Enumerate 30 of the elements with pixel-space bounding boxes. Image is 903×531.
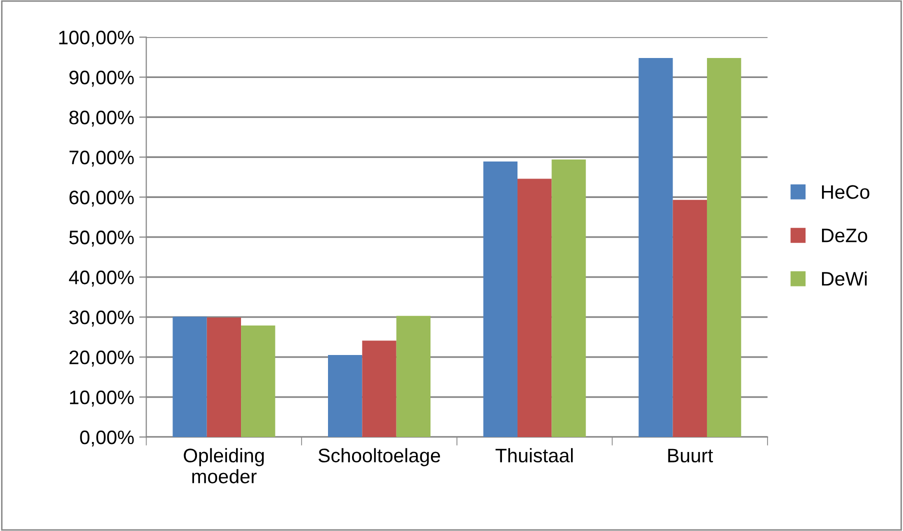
y-tick-label: 60,00% [70, 190, 134, 207]
bar [672, 200, 707, 438]
bar [638, 58, 673, 438]
x-tick-label: Buurt [668, 448, 713, 462]
legend-label: DeZo [822, 228, 868, 242]
bar [362, 340, 396, 438]
bar [206, 317, 242, 438]
y-tick-label: 30,00% [69, 310, 134, 327]
y-tick-label: 10,00% [70, 390, 134, 407]
bar [396, 316, 431, 438]
y-tick-label: 0,00% [80, 430, 134, 447]
bar [241, 325, 276, 438]
x-tick-label: Thuistaal [496, 448, 573, 462]
legend-label: HeCo [822, 185, 870, 199]
x-tick-label: Schooltoelage [318, 448, 440, 466]
y-tick-label: 20,00% [70, 350, 134, 367]
y-tick-label: 90,00% [69, 70, 134, 87]
y-tick-label: 80,00% [69, 110, 134, 127]
bar [172, 316, 207, 438]
legend-label: DeWi [822, 271, 867, 286]
bar [483, 162, 518, 438]
bar [517, 178, 552, 438]
y-tick-label: 100,00% [59, 30, 134, 47]
x-tick-label: Opleiding moeder [184, 448, 264, 484]
bar [552, 160, 586, 438]
bar [328, 355, 362, 438]
y-tick-label: 50,00% [69, 230, 134, 247]
y-tick-label: 70,00% [70, 150, 134, 167]
y-tick-label: 40,00% [68, 270, 134, 287]
bar [706, 58, 742, 438]
